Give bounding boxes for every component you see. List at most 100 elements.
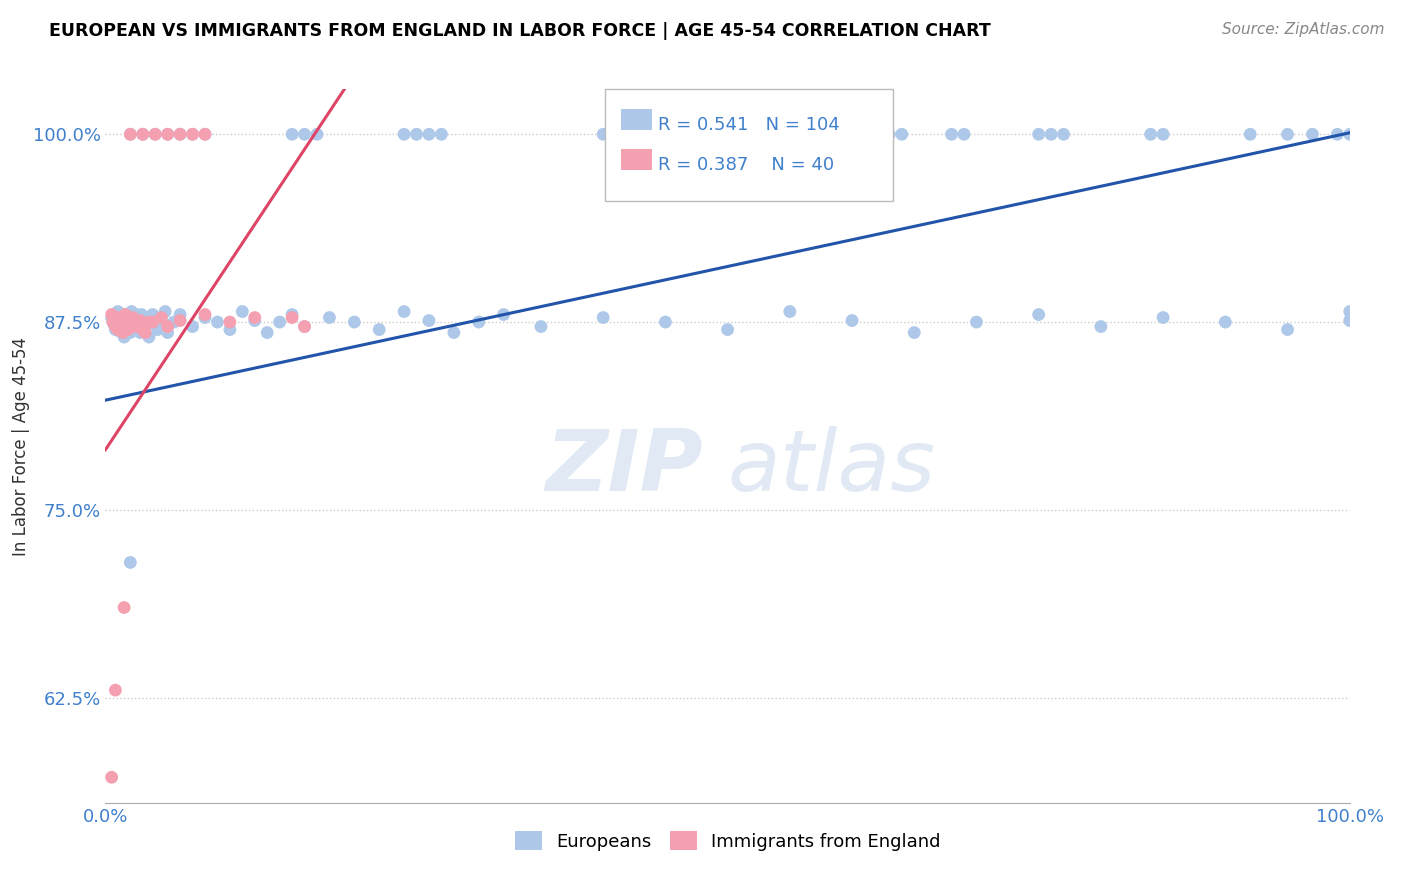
Point bbox=[125, 308, 148, 322]
Point bbox=[120, 128, 142, 142]
Point bbox=[132, 322, 155, 336]
Point bbox=[105, 313, 128, 327]
Point bbox=[256, 326, 278, 340]
Point bbox=[105, 313, 128, 327]
Point bbox=[1277, 322, 1299, 336]
Point bbox=[117, 322, 139, 336]
Point bbox=[169, 313, 191, 327]
Point bbox=[953, 128, 976, 142]
Point bbox=[163, 315, 186, 329]
Point bbox=[405, 128, 427, 142]
Point bbox=[492, 308, 515, 322]
Point bbox=[153, 304, 176, 318]
Point bbox=[107, 322, 129, 336]
Point bbox=[169, 308, 191, 322]
Point bbox=[127, 319, 149, 334]
Text: Source: ZipAtlas.com: Source: ZipAtlas.com bbox=[1222, 22, 1385, 37]
Text: EUROPEAN VS IMMIGRANTS FROM ENGLAND IN LABOR FORCE | AGE 45-54 CORRELATION CHART: EUROPEAN VS IMMIGRANTS FROM ENGLAND IN L… bbox=[49, 22, 991, 40]
Point bbox=[243, 310, 266, 325]
Text: R = 0.541   N = 104: R = 0.541 N = 104 bbox=[658, 116, 839, 134]
Point bbox=[1090, 319, 1112, 334]
Point bbox=[138, 330, 160, 344]
Point bbox=[132, 128, 155, 142]
Point bbox=[194, 308, 217, 322]
Point bbox=[131, 308, 153, 322]
Point bbox=[110, 310, 132, 325]
Point bbox=[194, 128, 217, 142]
Point bbox=[125, 319, 148, 334]
Point bbox=[138, 315, 160, 329]
Point bbox=[792, 128, 814, 142]
Point bbox=[1152, 310, 1174, 325]
Point bbox=[169, 128, 191, 142]
Point bbox=[100, 310, 122, 325]
Point bbox=[890, 128, 912, 142]
Point bbox=[194, 310, 217, 325]
Point bbox=[111, 310, 134, 325]
Point bbox=[134, 326, 156, 340]
Point bbox=[1277, 128, 1299, 142]
Point bbox=[1339, 304, 1361, 318]
Point bbox=[1139, 128, 1161, 142]
Point bbox=[1152, 128, 1174, 142]
Point bbox=[120, 315, 142, 329]
Point bbox=[142, 308, 165, 322]
Point bbox=[101, 315, 124, 329]
Point bbox=[879, 128, 901, 142]
Text: R = 0.387    N = 40: R = 0.387 N = 40 bbox=[658, 156, 834, 174]
Point bbox=[100, 770, 122, 784]
Point bbox=[128, 313, 150, 327]
Point bbox=[143, 317, 166, 331]
Point bbox=[1028, 128, 1050, 142]
Point bbox=[104, 683, 127, 698]
Point bbox=[269, 315, 291, 329]
Point bbox=[150, 313, 173, 327]
Point bbox=[136, 310, 159, 325]
Point bbox=[124, 315, 146, 329]
Point bbox=[592, 310, 614, 325]
Point bbox=[418, 128, 440, 142]
Point bbox=[120, 556, 142, 570]
Point bbox=[1028, 308, 1050, 322]
Point bbox=[112, 313, 135, 327]
Point bbox=[118, 317, 141, 331]
Point bbox=[132, 128, 155, 142]
Point bbox=[392, 128, 415, 142]
Point bbox=[108, 324, 131, 338]
Point bbox=[1239, 128, 1261, 142]
Point bbox=[156, 326, 179, 340]
Point bbox=[941, 128, 963, 142]
Point bbox=[392, 304, 415, 318]
Point bbox=[122, 322, 145, 336]
Point bbox=[779, 128, 801, 142]
Point bbox=[134, 319, 156, 334]
Point bbox=[530, 319, 553, 334]
Point bbox=[281, 308, 304, 322]
Point bbox=[143, 128, 166, 142]
Point bbox=[343, 315, 366, 329]
Point bbox=[305, 128, 328, 142]
Point bbox=[156, 319, 179, 334]
Point bbox=[281, 310, 304, 325]
Point bbox=[1301, 128, 1323, 142]
Point bbox=[111, 319, 134, 334]
Point bbox=[207, 315, 229, 329]
Point bbox=[141, 315, 163, 329]
Point bbox=[115, 317, 138, 331]
Point bbox=[219, 322, 242, 336]
Legend: Europeans, Immigrants from England: Europeans, Immigrants from England bbox=[508, 824, 948, 858]
Point bbox=[1339, 128, 1361, 142]
Point bbox=[181, 319, 204, 334]
Point bbox=[129, 326, 152, 340]
Point bbox=[294, 128, 316, 142]
Text: ZIP: ZIP bbox=[546, 425, 703, 509]
Point bbox=[146, 322, 169, 336]
Point bbox=[368, 322, 391, 336]
Point bbox=[103, 318, 125, 332]
Point bbox=[121, 310, 143, 325]
Point bbox=[605, 128, 627, 142]
Point bbox=[194, 128, 217, 142]
Point bbox=[841, 313, 863, 327]
Point bbox=[1052, 128, 1074, 142]
Point bbox=[779, 304, 801, 318]
